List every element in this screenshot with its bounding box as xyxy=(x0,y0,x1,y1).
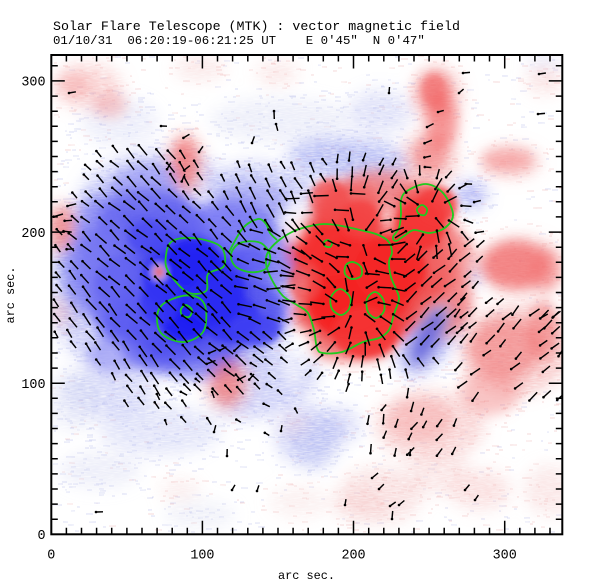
svg-text:Solar Flare Telescope (MTK) :: Solar Flare Telescope (MTK) : vector mag… xyxy=(53,19,460,34)
svg-text:100: 100 xyxy=(190,549,214,564)
svg-text:0: 0 xyxy=(47,549,55,564)
svg-text:01/10/31 06:20:19-06:21:25 UT: 01/10/31 06:20:19-06:21:25 UT E 0'45" N … xyxy=(53,34,425,48)
svg-text:300: 300 xyxy=(21,76,45,91)
svg-text:0: 0 xyxy=(37,529,45,544)
svg-text:300: 300 xyxy=(493,549,517,564)
svg-text:200: 200 xyxy=(21,227,45,242)
svg-text:200: 200 xyxy=(341,549,365,564)
svg-text:100: 100 xyxy=(21,378,45,393)
svg-text:arc sec.: arc sec. xyxy=(4,266,18,323)
svg-text:arc sec.: arc sec. xyxy=(278,569,335,583)
